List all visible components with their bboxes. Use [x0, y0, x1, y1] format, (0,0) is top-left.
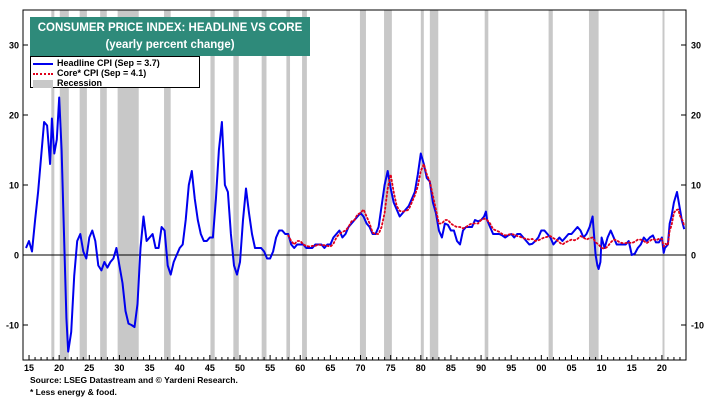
x-tick-label: 00	[536, 363, 546, 373]
legend-swatch-solid	[33, 62, 53, 65]
recession-band	[51, 10, 55, 360]
y-tick-label-right: 10	[691, 181, 701, 191]
recession-band	[233, 10, 239, 360]
x-tick-label: 20	[657, 363, 667, 373]
recession-band	[429, 10, 439, 360]
y-tick-label-right: 20	[691, 111, 701, 121]
recession-band	[302, 10, 307, 360]
x-tick-label: 30	[114, 363, 124, 373]
x-tick-label: 60	[295, 363, 305, 373]
y-tick-label-left: 10	[9, 181, 19, 191]
legend-entry-core: Core* CPI (Sep = 4.1)	[33, 68, 146, 78]
x-tick-label: 40	[175, 363, 185, 373]
legend-label-recession: Recession	[57, 78, 103, 88]
source-note: Source: LSEG Datastream and © Yardeni Re…	[30, 375, 238, 385]
x-tick-label: 80	[416, 363, 426, 373]
chart-subtitle: (yearly percent change)	[105, 39, 235, 51]
x-tick-label: 15	[24, 363, 34, 373]
recession-band	[588, 10, 599, 360]
x-tick-label: 25	[84, 363, 94, 373]
footnote: * Less energy & food.	[30, 387, 117, 397]
recession-band	[662, 10, 665, 360]
y-tick-label-right: -10	[691, 321, 704, 331]
chart-title: CONSUMER PRICE INDEX: HEADLINE VS CORE	[37, 22, 303, 34]
x-tick-label: 90	[476, 363, 486, 373]
x-tick-label: 85	[446, 363, 456, 373]
recession-band	[79, 10, 87, 360]
x-tick-label: 15	[627, 363, 637, 373]
y-tick-label-left: 30	[9, 41, 19, 51]
x-tick-label: 70	[356, 363, 366, 373]
x-tick-label: 50	[235, 363, 245, 373]
y-tick-label-left: 20	[9, 111, 19, 121]
y-tick-label-right: 30	[691, 41, 701, 51]
series-lines	[25, 96, 686, 353]
recession-band	[484, 10, 489, 360]
legend-label-core: Core* CPI (Sep = 4.1)	[57, 68, 147, 78]
recession-band	[164, 10, 171, 360]
core-cpi-line	[287, 163, 686, 250]
legend-label-headline: Headline CPI (Sep = 3.7)	[57, 58, 160, 68]
legend: Headline CPI (Sep = 3.7) Core* CPI (Sep …	[30, 56, 200, 88]
legend-swatch-recession	[33, 79, 53, 88]
x-tick-label: 75	[386, 363, 396, 373]
recession-band	[548, 10, 553, 360]
recession-band	[359, 10, 366, 360]
chart-title-box: CONSUMER PRICE INDEX: HEADLINE VS CORE (…	[30, 17, 310, 56]
y-tick-label-left: 0	[14, 251, 19, 261]
y-axis-right: -10 0 10 20 30	[681, 41, 704, 331]
x-tick-label: 35	[145, 363, 155, 373]
recession-band	[59, 10, 69, 360]
legend-entry-headline: Headline CPI (Sep = 3.7)	[33, 58, 160, 68]
y-tick-label-left: -10	[6, 321, 19, 331]
legend-entry-recession: Recession	[33, 78, 102, 88]
recession-band	[117, 10, 139, 360]
legend-swatch-dotted	[33, 72, 53, 75]
recession-band	[286, 10, 291, 360]
recession-band	[100, 10, 107, 360]
recession-band	[261, 10, 267, 360]
x-tick-label: 10	[597, 363, 607, 373]
recession-band	[420, 10, 424, 360]
y-tick-label-right: 0	[691, 251, 696, 261]
x-axis: 15 20 25 30 35 40 45 50 55 60 65 70 75 80 85 90 95 00 05 10…	[24, 355, 681, 373]
x-tick-label: 20	[54, 363, 64, 373]
x-tick-label: 95	[506, 363, 516, 373]
x-tick-label: 65	[325, 363, 335, 373]
x-tick-label: 45	[205, 363, 215, 373]
y-axis-left: -10 0 10 20 30	[6, 41, 28, 331]
recession-band	[210, 10, 215, 360]
x-tick-label: 05	[566, 363, 576, 373]
x-tick-label: 55	[265, 363, 275, 373]
